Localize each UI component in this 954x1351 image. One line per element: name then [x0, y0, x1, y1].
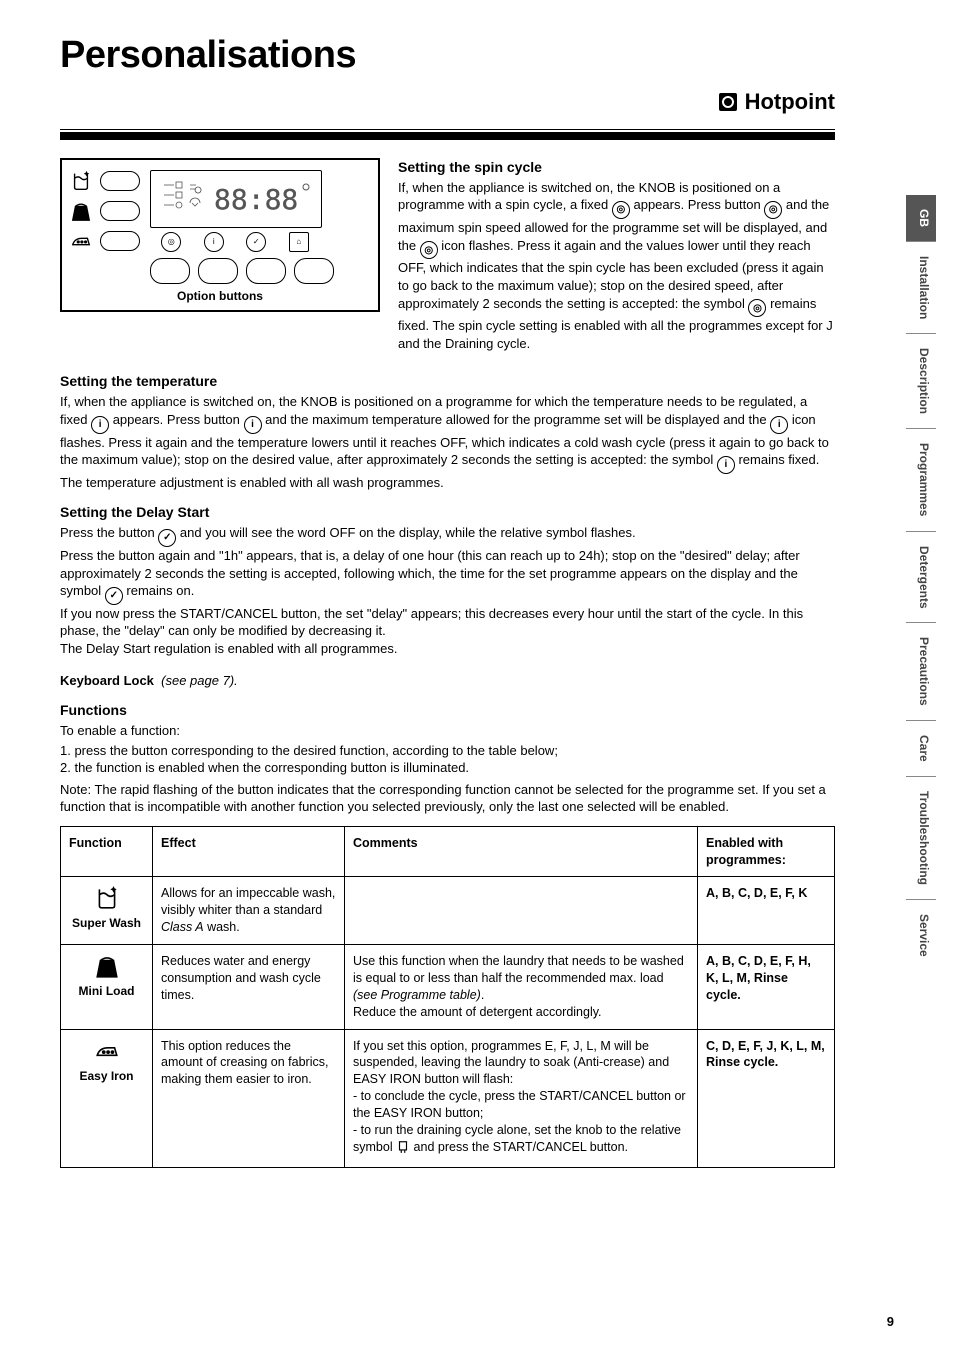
page-title: Personalisations: [60, 30, 835, 81]
side-tabs: GB Installation Description Programmes D…: [906, 195, 936, 971]
spin-inline-icon: ◎: [612, 201, 630, 219]
temp-inline-icon: i: [244, 416, 262, 434]
sidetab-service[interactable]: Service: [906, 899, 936, 971]
temp-inline-icon: i: [91, 416, 109, 434]
delay-inline-icon: ✓: [105, 587, 123, 605]
delay-section-title: Setting the Delay Start: [60, 503, 835, 522]
functions-step1: 1. press the button corresponding to the…: [60, 742, 835, 760]
functions-section-title: Functions: [60, 701, 835, 720]
panel-caption: Option buttons: [70, 288, 370, 304]
easy-iron-icon: [70, 230, 92, 252]
delay-icon: ✓: [246, 232, 266, 252]
option-button-oval: [100, 201, 140, 221]
sidetab-programmes[interactable]: Programmes: [906, 428, 936, 530]
spin-section-text: If, when the appliance is switched on, t…: [398, 179, 835, 353]
brand-name: Hotpoint: [745, 87, 835, 117]
separator-thick: [60, 132, 835, 140]
keylock-row: Keyboard Lock (see page 7).: [60, 672, 835, 690]
sidetab-description[interactable]: Description: [906, 333, 936, 428]
functions-table: Function Effect Comments Enabled with pr…: [60, 826, 835, 1168]
option-button-oval: [100, 171, 140, 191]
easy-iron-icon: [92, 1038, 122, 1064]
display-icon-row: ◎ i ✓ ⌂: [150, 232, 320, 252]
option-buttons-row: [150, 258, 334, 284]
table-row: Easy Iron This option reduces the amount…: [61, 1029, 835, 1167]
spin-section-title: Setting the spin cycle: [398, 158, 835, 177]
lcd-display: 88:88: [150, 170, 322, 228]
drain-symbol-icon: [396, 1140, 410, 1154]
display-contents-icon: 88:88: [156, 175, 316, 223]
table-header-row: Function Effect Comments Enabled with pr…: [61, 826, 835, 877]
spin-inline-icon: ◎: [420, 241, 438, 259]
functions-note: Note: The rapid flashing of the button i…: [60, 781, 835, 816]
temp-section-text: If, when the appliance is switched on, t…: [60, 393, 835, 491]
functions-intro: To enable a function:: [60, 722, 835, 740]
table-row: Super Wash Allows for an impeccable wash…: [61, 877, 835, 945]
option-button-oval: [100, 231, 140, 251]
sidetab-detergents[interactable]: Detergents: [906, 531, 936, 623]
temp-section-title: Setting the temperature: [60, 372, 835, 391]
sidetab-gb[interactable]: GB: [906, 195, 936, 241]
page-number: 9: [887, 1313, 894, 1331]
temp-icon: i: [204, 232, 224, 252]
brand-row: Hotpoint: [60, 87, 835, 117]
functions-step2: 2. the function is enabled when the corr…: [60, 759, 835, 777]
super-wash-icon: [92, 885, 122, 911]
control-panel-diagram: 88:88 ◎ i ✓ ⌂: [60, 158, 380, 312]
delay-section-text: Press the button ✓ and you will see the …: [60, 524, 835, 657]
table-row: Mini Load Reduces water and energy consu…: [61, 945, 835, 1030]
temp-inline-icon: i: [717, 456, 735, 474]
brand-logo-icon: [719, 93, 737, 111]
spin-inline-icon: ◎: [764, 201, 782, 219]
spin-inline-icon: ◎: [748, 299, 766, 317]
mini-load-icon: [92, 953, 122, 979]
sidetab-precautions[interactable]: Precautions: [906, 622, 936, 720]
lock-icon: ⌂: [289, 232, 309, 252]
svg-text:88:88: 88:88: [214, 183, 298, 216]
temp-inline-icon: i: [770, 416, 788, 434]
delay-inline-icon: ✓: [158, 529, 176, 547]
mini-load-icon: [70, 200, 92, 222]
separator-thin: [60, 129, 835, 130]
spin-icon: ◎: [161, 232, 181, 252]
sidetab-installation[interactable]: Installation: [906, 241, 936, 333]
super-wash-icon: [70, 170, 92, 192]
sidetab-care[interactable]: Care: [906, 720, 936, 776]
sidetab-troubleshooting[interactable]: Troubleshooting: [906, 776, 936, 899]
